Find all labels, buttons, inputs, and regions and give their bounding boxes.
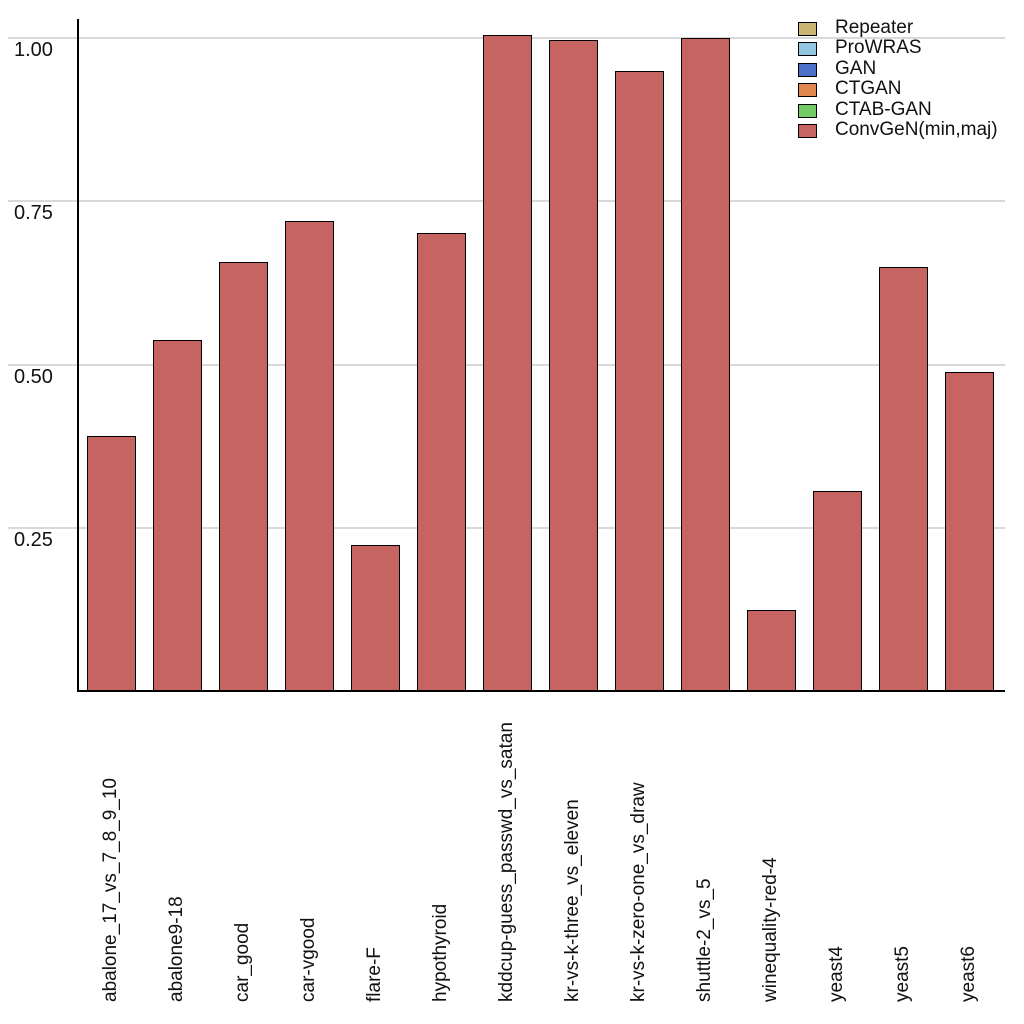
y-tick-label: 0.25 bbox=[14, 528, 53, 551]
bar-kr-vs-k-three_vs_eleven bbox=[548, 39, 598, 691]
legend-swatch bbox=[798, 42, 817, 57]
bar-yeast4 bbox=[812, 490, 862, 691]
x-tick-label: kr-vs-k-three_vs_eleven bbox=[562, 799, 583, 1002]
y-tick-label: 0.50 bbox=[14, 365, 53, 388]
x-tick-label: shuttle-2_vs_5 bbox=[694, 878, 715, 1002]
legend-swatch bbox=[798, 103, 817, 118]
legend-label: Repeater bbox=[835, 17, 914, 38]
x-tick-label: winequality-red-4 bbox=[760, 857, 781, 1002]
legend-label: GAN bbox=[835, 57, 877, 79]
y-tick-label: 1.00 bbox=[14, 39, 53, 61]
legend-swatch bbox=[798, 62, 817, 77]
x-tick-label: car-vgood bbox=[298, 917, 319, 1003]
bar-car_good bbox=[218, 261, 268, 691]
bar-kr-vs-k-zero-one_vs_draw bbox=[614, 70, 664, 691]
x-tick-label: kddcup-guess_passwd_vs_satan bbox=[496, 722, 517, 1002]
legend-swatch bbox=[798, 22, 817, 36]
x-tick-label: yeast4 bbox=[826, 946, 847, 1002]
legend-swatch bbox=[798, 83, 817, 98]
bar-yeast6 bbox=[944, 371, 994, 691]
bar-yeast5 bbox=[878, 267, 928, 691]
bar-winequality-red-4 bbox=[746, 610, 796, 691]
x-axis-line bbox=[77, 690, 1005, 692]
bar-hypothyroid bbox=[416, 233, 466, 691]
legend-label: CTGAN bbox=[835, 78, 902, 100]
x-tick-label: abalone_17_vs_7_8_9_10 bbox=[100, 778, 121, 1002]
x-tick-label: yeast6 bbox=[958, 946, 979, 1002]
legend-label: ConvGeN(min,maj) bbox=[835, 119, 998, 140]
bar-abalone9-18 bbox=[152, 339, 202, 691]
x-tick-label: yeast5 bbox=[892, 946, 913, 1002]
x-tick-label: flare-F bbox=[364, 947, 385, 1002]
x-tick-label: car_good bbox=[232, 922, 253, 1002]
y-tick-label: 0.75 bbox=[14, 202, 53, 225]
bar-flare-F bbox=[350, 545, 400, 691]
bar-kddcup-guess_passwd_vs_satan bbox=[482, 34, 532, 691]
x-tick-label: abalone9-18 bbox=[166, 896, 187, 1002]
x-tick-label: kr-vs-k-zero-one_vs_draw bbox=[628, 782, 649, 1002]
bar-abalone_17_vs_7_8_9_10 bbox=[86, 436, 136, 691]
y-axis-line bbox=[77, 19, 79, 691]
legend-label: CTAB-GAN bbox=[835, 98, 932, 120]
bar-car-vgood bbox=[284, 221, 334, 691]
x-tick-label: hypothyroid bbox=[430, 903, 451, 1002]
legend-swatch bbox=[798, 124, 817, 138]
bar-shuttle-2_vs_5 bbox=[680, 38, 730, 691]
legend-label: ProWRAS bbox=[835, 37, 922, 59]
